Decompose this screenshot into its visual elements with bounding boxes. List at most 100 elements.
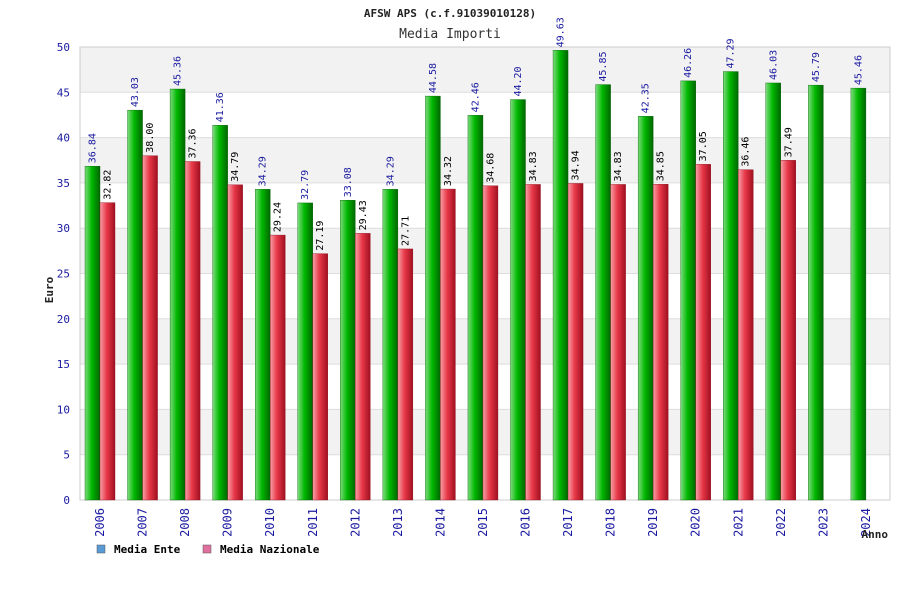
data-label-media-nazionale: 34.68: [485, 153, 496, 183]
x-tick-label: 2007: [136, 508, 150, 537]
data-label-media-ente: 34.29: [385, 156, 396, 186]
bar-media-nazionale: [99, 202, 116, 501]
bar-media-ente: [723, 71, 739, 501]
x-tick-label: 2006: [93, 508, 107, 537]
legend-label-media-nazionale: Media Nazionale: [220, 543, 320, 556]
bar-media-nazionale: [312, 253, 328, 501]
data-label-media-nazionale: 34.85: [656, 151, 667, 181]
y-tick-label: 20: [57, 313, 70, 326]
data-label-media-ente: 44.20: [513, 66, 524, 96]
y-tick-label: 15: [57, 358, 70, 371]
x-tick-label: 2010: [263, 508, 277, 537]
data-label-media-nazionale: 34.32: [443, 156, 454, 186]
y-tick-label: 10: [57, 403, 70, 416]
legend-label-media-ente: Media Ente: [114, 543, 181, 556]
x-tick-label: 2014: [433, 508, 447, 537]
bar-media-ente: [169, 88, 186, 501]
bar-media-ente: [127, 109, 143, 501]
bar-media-nazionale: [355, 233, 371, 501]
bar-media-nazionale: [738, 169, 754, 501]
x-tick-label: 2023: [816, 508, 830, 537]
data-label-media-ente: 49.63: [556, 17, 567, 47]
data-label-media-nazionale: 36.46: [741, 137, 752, 167]
plot-band: [80, 47, 890, 93]
x-tick-label: 2009: [221, 508, 235, 537]
y-tick-label: 35: [57, 177, 70, 190]
y-axis-label: Euro: [43, 276, 56, 303]
data-label-media-ente: 36.84: [88, 133, 99, 163]
bar-media-nazionale: [567, 183, 584, 501]
bar-media-nazionale: [397, 248, 414, 501]
bar-media-ente: [765, 82, 781, 501]
chart-subtitle: Media Importi: [399, 27, 501, 42]
data-label-media-ente: 45.46: [853, 55, 864, 85]
x-tick-label: 2019: [646, 508, 660, 537]
data-label-media-ente: 46.03: [768, 50, 779, 80]
x-tick-label: 2020: [689, 508, 703, 537]
bar-media-nazionale: [270, 234, 286, 501]
data-label-media-ente: 32.79: [300, 170, 311, 200]
data-label-media-ente: 44.58: [428, 63, 439, 93]
chart-title: AFSW APS (c.f.91039010128): [364, 7, 536, 20]
data-label-media-nazionale: 34.83: [613, 151, 624, 181]
x-axis-label: Anno: [862, 528, 889, 541]
bar-media-nazionale: [482, 185, 499, 501]
x-tick-label: 2024: [859, 508, 873, 537]
bar-media-ente: [340, 200, 356, 501]
data-label-media-nazionale: 37.05: [698, 131, 709, 161]
bar-media-ente: [595, 84, 611, 501]
legend-swatch-media-ente: [96, 544, 106, 554]
bar-media-nazionale: [610, 184, 626, 501]
x-tick-label: 2022: [774, 508, 788, 537]
data-label-media-nazionale: 27.19: [315, 221, 326, 251]
data-label-media-ente: 41.36: [215, 92, 226, 122]
bar-media-nazionale: [227, 184, 243, 501]
bar-media-ente: [212, 125, 228, 501]
bar-media-ente: [850, 87, 867, 501]
data-label-media-ente: 46.26: [683, 48, 694, 78]
y-tick-label: 45: [57, 86, 70, 99]
bar-media-nazionale: [780, 160, 796, 501]
data-label-media-ente: 47.29: [726, 38, 737, 68]
bar-media-ente: [467, 115, 484, 501]
y-tick-label: 0: [63, 494, 70, 507]
data-label-media-nazionale: 34.83: [528, 151, 539, 181]
data-label-media-nazionale: 37.36: [188, 128, 199, 158]
data-labels: 36.84 32.82 43.03 38.00 45.36 37.36 41.36 34.79…: [88, 17, 865, 250]
bar-media-ente: [552, 50, 569, 501]
bar-media-nazionale: [695, 164, 711, 501]
data-label-media-nazionale: 27.71: [400, 216, 411, 246]
y-tick-label: 50: [57, 41, 70, 54]
bar-media-ente: [425, 95, 441, 501]
data-label-media-ente: 34.29: [258, 156, 269, 186]
bar-media-nazionale: [440, 188, 456, 501]
bar-media-ente: [297, 202, 313, 501]
x-tick-label: 2013: [391, 508, 405, 537]
data-label-media-nazionale: 29.24: [273, 202, 284, 232]
data-label-media-nazionale: 38.00: [145, 123, 156, 153]
y-tick-label: 5: [63, 449, 70, 462]
y-tick-label: 30: [57, 222, 70, 235]
bar-media-ente: [808, 84, 824, 501]
data-label-media-nazionale: 32.82: [103, 170, 114, 200]
data-label-media-ente: 45.79: [811, 52, 822, 82]
bar-media-ente: [637, 116, 654, 501]
legend-swatch-media-nazionale: [202, 544, 212, 554]
x-tick-label: 2017: [561, 508, 575, 537]
x-tick-label: 2018: [604, 508, 618, 537]
data-label-media-nazionale: 37.49: [783, 127, 794, 157]
data-label-media-ente: 42.35: [641, 83, 652, 113]
y-tick-label: 40: [57, 132, 70, 145]
data-label-media-nazionale: 34.79: [230, 152, 241, 182]
data-label-media-ente: 43.03: [130, 77, 141, 107]
data-label-media-ente: 45.36: [173, 56, 184, 86]
bar-media-nazionale: [652, 184, 669, 501]
x-tick-label: 2008: [178, 508, 192, 537]
x-axis-ticks: 2006 2007 2008 2009 2010 2011 2012 2013 2014 2015…: [93, 508, 873, 537]
bar-media-ente: [254, 189, 271, 501]
bar-media-nazionale: [525, 184, 541, 501]
y-axis-ticks: 0 5 10 15 20 25 30 35 40 45 50: [57, 41, 70, 507]
y-tick-label: 25: [57, 268, 70, 281]
bar-media-ente: [382, 189, 399, 501]
